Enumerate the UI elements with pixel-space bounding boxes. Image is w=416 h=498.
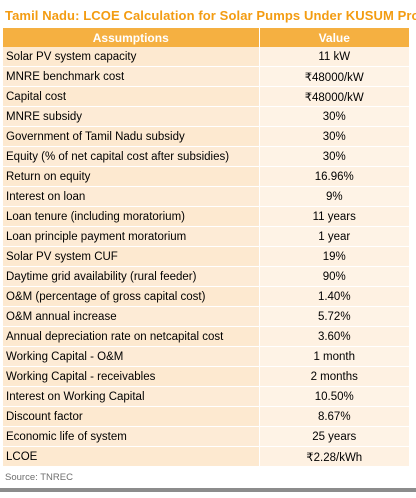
row-label: LCOE (3, 446, 259, 467)
row-value: 16.96% (258, 166, 409, 187)
row-value: ₹48000/kW (258, 86, 409, 107)
row-value: 19% (258, 246, 409, 267)
bottom-divider (0, 488, 416, 492)
assumptions-table: Assumptions Value Solar PV system capaci… (3, 28, 409, 467)
row-label: Economic life of system (3, 426, 259, 447)
row-label: Solar PV system CUF (3, 246, 259, 267)
row-value: 30% (258, 126, 409, 147)
table-header-row: Assumptions Value (3, 28, 409, 47)
table-row: Annual depreciation rate on netcapital c… (3, 326, 409, 347)
row-value: 1 month (258, 346, 409, 367)
table-row: MNRE benchmark cost ₹48000/kW (3, 66, 409, 87)
row-label: Daytime grid availability (rural feeder) (3, 266, 259, 287)
table-row: Return on equity 16.96% (3, 166, 409, 187)
table-row: Economic life of system 25 years (3, 426, 409, 447)
table-row: Interest on loan 9% (3, 186, 409, 207)
row-label: O&M (percentage of gross capital cost) (3, 286, 259, 307)
table-row: O&M annual increase 5.72% (3, 306, 409, 327)
table-row: Solar PV system CUF 19% (3, 246, 409, 267)
row-label: Return on equity (3, 166, 259, 187)
row-label: Discount factor (3, 406, 259, 427)
table-row: Solar PV system capacity 11 kW (3, 47, 409, 67)
row-label: Working Capital - O&M (3, 346, 259, 367)
row-value: 1.40% (258, 286, 409, 307)
header-assumptions: Assumptions (3, 28, 260, 47)
row-value: ₹2.28/kWh (258, 446, 409, 467)
figure-title: Tamil Nadu: LCOE Calculation for Solar P… (5, 8, 416, 23)
row-value: 30% (258, 146, 409, 167)
header-value: Value (259, 28, 409, 47)
table-row: Equity (% of net capital cost after subs… (3, 146, 409, 167)
row-label: Equity (% of net capital cost after subs… (3, 146, 259, 167)
row-label: Interest on Working Capital (3, 386, 259, 407)
row-value: 8.67% (258, 406, 409, 427)
row-value: 9% (258, 186, 409, 207)
row-value: 10.50% (258, 386, 409, 407)
table-row: Daytime grid availability (rural feeder)… (3, 266, 409, 287)
row-value: 11 kW (258, 47, 409, 67)
row-label: Solar PV system capacity (3, 47, 259, 67)
table-row: Capital cost ₹48000/kW (3, 86, 409, 107)
table-row: MNRE subsidy 30% (3, 106, 409, 127)
row-label: Government of Tamil Nadu subsidy (3, 126, 259, 147)
table-row: Government of Tamil Nadu subsidy 30% (3, 126, 409, 147)
row-label: MNRE subsidy (3, 106, 259, 127)
table-row: Interest on Working Capital 10.50% (3, 386, 409, 407)
row-label: Interest on loan (3, 186, 259, 207)
row-value: ₹48000/kW (258, 66, 409, 87)
table-row: Working Capital - O&M 1 month (3, 346, 409, 367)
row-value: 11 years (258, 206, 409, 227)
row-label: Working Capital - receivables (3, 366, 259, 387)
row-value: 1 year (258, 226, 409, 247)
row-value: 2 months (258, 366, 409, 387)
table-row: Loan principle payment moratorium 1 year (3, 226, 409, 247)
table-row: Loan tenure (including moratorium) 11 yea… (3, 206, 409, 227)
table-row: Discount factor 8.67% (3, 406, 409, 427)
row-label: Loan tenure (including moratorium) (3, 206, 259, 227)
table-row: Working Capital - receivables 2 months (3, 366, 409, 387)
row-value: 30% (258, 106, 409, 127)
table-row: O&M (percentage of gross capital cost) 1.… (3, 286, 409, 307)
row-value: 90% (258, 266, 409, 287)
row-value: 5.72% (258, 306, 409, 327)
row-label: Capital cost (3, 86, 259, 107)
source-note: Source: TNREC (5, 472, 73, 483)
row-label: Loan principle payment moratorium (3, 226, 259, 247)
row-label: MNRE benchmark cost (3, 66, 259, 87)
row-label: Annual depreciation rate on netcapital c… (3, 326, 259, 347)
table-row: LCOE ₹2.28/kWh (3, 446, 409, 467)
row-value: 25 years (258, 426, 409, 447)
row-label: O&M annual increase (3, 306, 259, 327)
row-value: 3.60% (258, 326, 409, 347)
